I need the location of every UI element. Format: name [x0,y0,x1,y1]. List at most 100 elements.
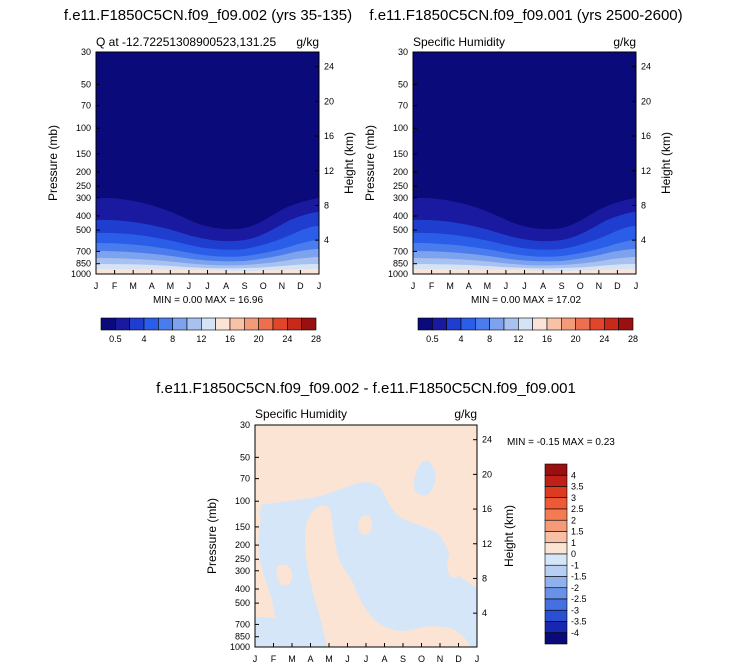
pressure-tick-label: 30 [240,420,250,430]
x-tick-label: F [271,654,277,664]
x-tick-label: S [242,281,248,291]
height-tick-label: 12 [324,166,334,176]
pressure-tick-label: 200 [393,167,408,177]
colorbar-label: -2 [571,583,579,593]
colorbar-swatch [229,317,245,331]
height-tick-label: 24 [482,435,492,445]
x-tick-label: A [307,654,313,664]
x-tick-label: J [475,654,480,664]
x-tick-label: J [253,654,258,664]
pressure-tick-label: 50 [240,452,250,462]
pressure-tick-label: 150 [393,149,408,159]
pressure-tick-label: 500 [393,225,408,235]
colorbar-label: 28 [628,334,638,344]
x-tick-label: S [400,654,406,664]
colorbar-label: -1.5 [571,572,587,582]
x-tick-label: S [559,281,565,291]
colorbar-swatch [544,587,568,600]
colorbar-swatch [544,486,568,499]
pressure-tick-label: 1000 [388,269,408,279]
pressure-tick-label: 850 [393,259,408,269]
colorbar-label: -2.5 [571,594,587,604]
x-tick-label: M [484,281,492,291]
x-tick-label: J [205,281,210,291]
x-tick-label: A [540,281,546,291]
colorbar-swatch [546,317,562,331]
colorbar-label: 4 [141,334,146,344]
panel-3-ylabel-right: Height (km) [502,505,516,567]
colorbar-swatch [172,317,188,331]
pressure-tick-label: 850 [76,259,91,269]
colorbar-swatch [604,317,619,331]
colorbar-swatch [272,317,288,331]
colorbar-swatch [544,497,568,510]
pressure-tick-label: 850 [235,632,250,642]
pressure-tick-label: 250 [393,181,408,191]
colorbar-swatch [287,317,302,331]
colorbar-label: 16 [225,334,235,344]
colorbar-swatch [158,317,173,331]
colorbar-label: 3.5 [571,482,584,492]
colorbar-swatch [100,317,116,331]
colorbar-swatch [186,317,202,331]
x-tick-label: D [297,281,304,291]
colorbar-label: 0.5 [109,334,122,344]
colorbar-swatch [258,317,274,331]
colorbar-label: -4 [571,628,579,638]
height-tick-label: 20 [324,96,334,106]
panel-3-ylabel: Pressure (mb) [205,498,219,574]
colorbar-swatch [544,621,568,634]
pressure-tick-label: 1000 [71,269,91,279]
pressure-tick-label: 400 [76,211,91,221]
panel-3-positive-patch-1 [358,515,373,535]
colorbar-label: 8 [170,334,175,344]
colorbar-swatch [544,542,568,555]
pressure-tick-label: 400 [393,211,408,221]
colorbar-swatch [432,317,447,331]
panel-1-ylabel: Pressure (mb) [46,125,60,201]
colorbar-label: -3 [571,605,579,615]
panel-3-positive-patch-3 [447,551,465,579]
x-tick-label: M [288,654,296,664]
x-tick-label: A [223,281,229,291]
x-tick-label: M [446,281,454,291]
colorbar-swatch [475,317,490,331]
height-tick-label: 24 [641,62,651,72]
panel-3-left-label: Specific Humidity [255,407,347,421]
pressure-tick-label: 30 [81,47,91,57]
colorbar-swatch [518,317,533,331]
colorbar-swatch [301,317,317,331]
x-tick-label: O [418,654,425,664]
x-tick-label: J [522,281,527,291]
pressure-tick-label: 70 [81,101,91,111]
panel-3-negative-region-lower [255,617,300,647]
x-tick-label: N [279,281,286,291]
colorbar-label: 24 [282,334,292,344]
colorbar-swatch [544,474,568,487]
colorbar-label: 20 [571,334,581,344]
x-tick-label: A [466,281,472,291]
panel-1-left-label: Q at -12.72251308900523,131.25 [96,35,276,49]
pressure-tick-label: 100 [235,496,250,506]
panel-3-negative-region-top [413,460,436,496]
pressure-tick-label: 150 [235,522,250,532]
pressure-tick-label: 70 [398,101,408,111]
panel-2-left-label: Specific Humidity [413,35,505,49]
pressure-tick-label: 700 [76,246,91,256]
colorbar-swatch [544,632,568,645]
x-tick-label: J [317,281,322,291]
pressure-tick-label: 100 [393,123,408,133]
pressure-tick-label: 500 [76,225,91,235]
x-tick-label: A [149,281,155,291]
x-tick-label: J [411,281,416,291]
colorbar-swatch [544,553,568,566]
panel-2-right-label: g/kg [613,35,636,49]
height-tick-label: 12 [641,166,651,176]
colorbar-label: 0 [571,549,576,559]
pressure-tick-label: 700 [393,246,408,256]
pressure-tick-label: 70 [240,474,250,484]
panel-1-ylabel-right: Height (km) [342,132,356,194]
colorbar-swatch [589,317,605,331]
height-tick-label: 8 [641,200,646,210]
colorbar-swatch [503,317,519,331]
